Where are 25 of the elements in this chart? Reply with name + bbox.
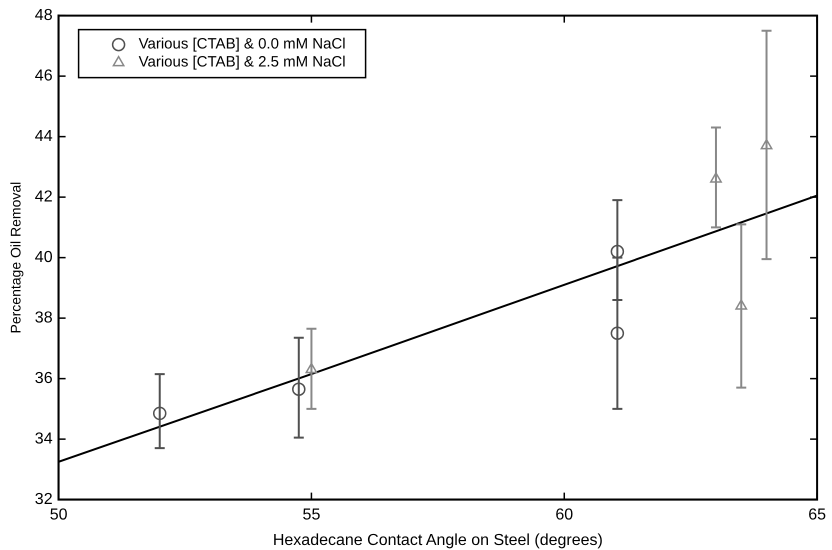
y-tick-label: 34 [34,430,53,448]
x-tick-label: 50 [50,506,68,524]
y-tick-label: 40 [34,249,53,266]
point [610,244,624,258]
y-tick-label: 38 [34,310,53,327]
point [305,362,318,374]
y-axis-title: Percentage Oil Removal [7,182,24,334]
x-axis-title: Hexadecane Contact Angle on Steel (degrees) [272,532,603,549]
point [760,138,772,150]
point [610,326,624,340]
y-tick-label: 32 [34,491,53,508]
legend-label: Various [CTAB] & 2.5 mM NaCl [138,54,346,71]
y-tick-label: 36 [34,370,53,388]
y-tick-label: 44 [34,128,53,146]
point [152,406,166,420]
point [710,172,722,183]
y-tick-label: 46 [34,68,53,85]
y-tick-label: 48 [34,7,53,24]
point [735,299,748,310]
y-tick-label: 42 [34,188,53,206]
x-tick-label: 55 [302,506,320,524]
legend-label: Various [CTAB] & 0.0 mM NaCl [138,36,346,53]
point [292,382,306,396]
x-tick-label: 60 [555,506,574,524]
x-tick-label: 65 [808,506,826,524]
